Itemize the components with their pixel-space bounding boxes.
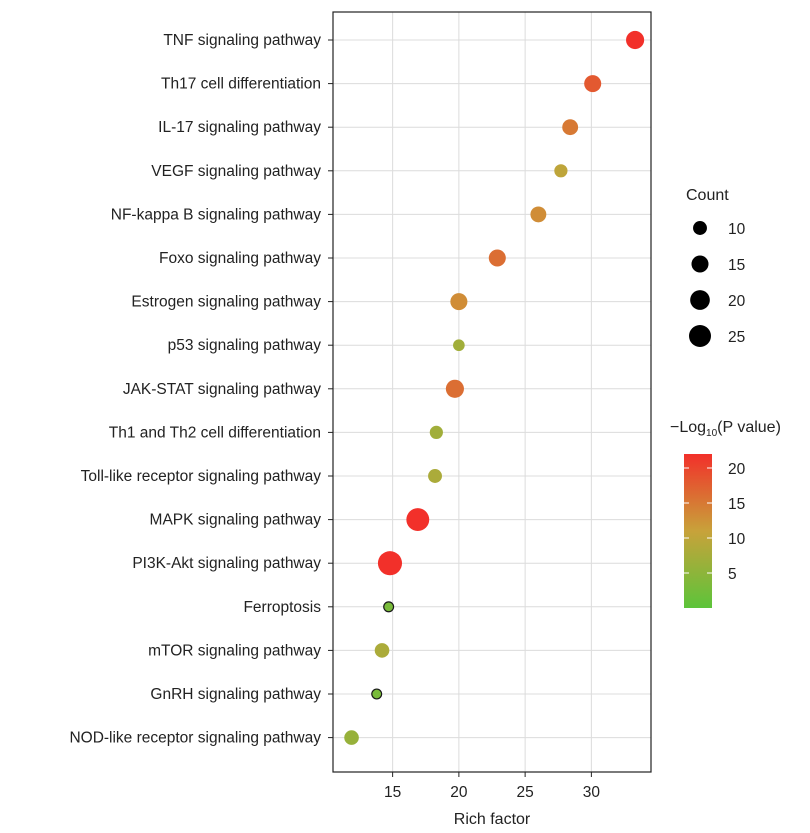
y-tick-label: IL-17 signaling pathway	[158, 119, 321, 136]
pathway-bubble	[344, 730, 359, 745]
color-legend-title: −Log10(P value)	[670, 419, 781, 439]
data-points	[344, 30, 645, 745]
size-legend-label: 25	[728, 329, 745, 346]
pathway-bubble	[428, 469, 442, 483]
x-axis: 15 20 25 30	[384, 772, 600, 801]
colorbar-tick-label: 20	[728, 461, 746, 478]
size-legend: Count 10 15 20 25	[686, 187, 746, 347]
x-axis-title: Rich factor	[454, 811, 531, 828]
x-tick-label: 30	[583, 784, 601, 801]
size-legend-dot	[693, 221, 707, 235]
y-tick-label: NOD-like receptor signaling pathway	[69, 730, 321, 747]
size-legend-label: 10	[728, 221, 746, 238]
pathway-bubble	[584, 75, 602, 93]
colorbar-tick-label: 5	[728, 566, 737, 583]
pathway-bubble	[406, 508, 430, 532]
colorbar-tick-label: 15	[728, 496, 745, 513]
pathway-bubble	[445, 379, 464, 398]
y-tick-label: MAPK signaling pathway	[150, 512, 322, 529]
pathway-bubble	[562, 119, 579, 136]
y-tick-label: JAK-STAT signaling pathway	[123, 381, 321, 398]
color-legend-title-suffix: (P value)	[717, 419, 781, 436]
size-legend-dot	[691, 255, 709, 273]
x-tick-label: 15	[384, 784, 401, 801]
y-tick-label: Ferroptosis	[243, 599, 321, 616]
x-tick-label: 20	[450, 784, 468, 801]
pathway-bubble	[377, 551, 403, 576]
pathway-bubble	[554, 164, 568, 178]
pathway-bubble	[488, 249, 506, 267]
colorbar-tick-label: 10	[728, 531, 746, 548]
y-tick-label: NF-kappa B signaling pathway	[111, 206, 321, 223]
y-tick-label: GnRH signaling pathway	[150, 686, 321, 703]
pathway-bubble	[429, 425, 443, 439]
y-tick-label: VEGF signaling pathway	[151, 163, 321, 180]
y-axis: TNF signaling pathway Th17 cell different…	[69, 32, 333, 747]
x-tick-label: 25	[517, 784, 534, 801]
colorbar	[684, 454, 712, 608]
pathway-bubble	[383, 601, 395, 613]
pathway-bubble	[374, 643, 390, 658]
y-tick-label: p53 signaling pathway	[168, 337, 322, 354]
size-legend-dot	[689, 325, 711, 347]
pathway-bubble	[371, 688, 383, 700]
size-legend-dot	[690, 290, 710, 310]
pathway-bubble	[453, 339, 465, 352]
y-tick-label: TNF signaling pathway	[163, 32, 321, 49]
size-legend-title: Count	[686, 187, 729, 204]
size-legend-label: 20	[728, 293, 746, 310]
pathway-bubble	[626, 30, 645, 50]
y-tick-label: mTOR signaling pathway	[148, 642, 321, 659]
y-tick-label: PI3K-Akt signaling pathway	[132, 555, 321, 572]
pathway-bubble	[450, 293, 468, 311]
y-tick-label: Th1 and Th2 cell differentiation	[109, 424, 321, 441]
color-legend-title-prefix: −Log	[670, 419, 706, 436]
plot-panel	[332, 11, 652, 773]
pathway-bubble	[530, 206, 547, 223]
y-tick-label: Foxo signaling pathway	[159, 250, 321, 267]
y-tick-label: Th17 cell differentiation	[161, 76, 321, 93]
y-tick-label: Toll-like receptor signaling pathway	[81, 468, 322, 485]
grid-lines	[333, 12, 651, 772]
color-legend-title-subscript: 10	[706, 428, 718, 439]
size-legend-label: 15	[728, 257, 745, 274]
y-tick-label: Estrogen signaling pathway	[131, 294, 321, 311]
